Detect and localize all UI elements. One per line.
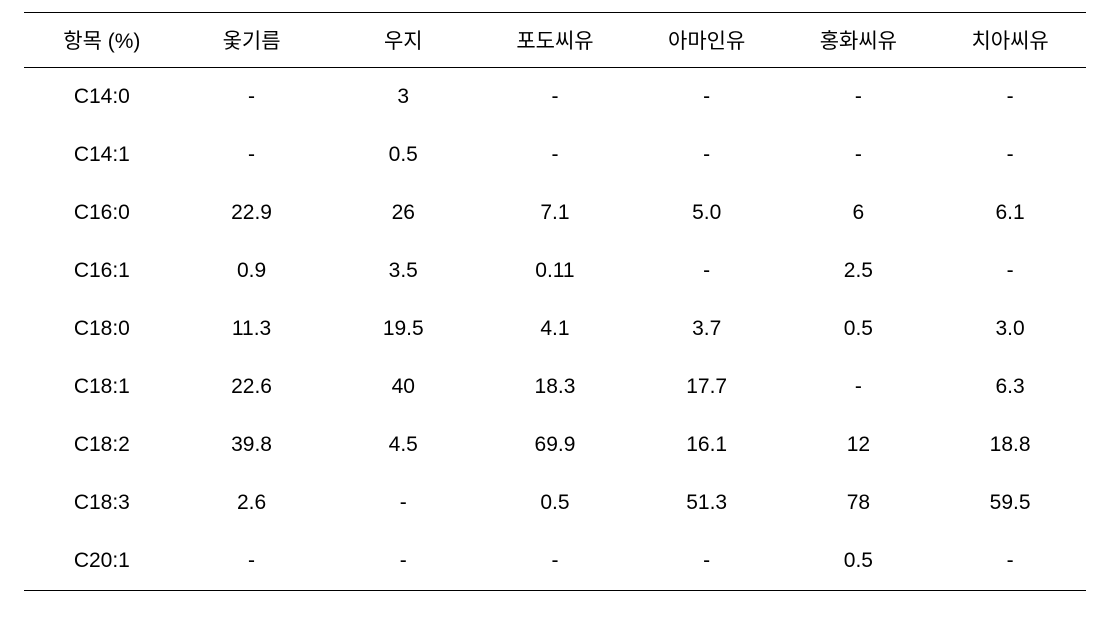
cell: 0.5 <box>479 474 631 532</box>
cell: 39.8 <box>176 416 328 474</box>
cell: 6 <box>783 184 935 242</box>
cell: 2.6 <box>176 474 328 532</box>
cell: 18.3 <box>479 358 631 416</box>
cell: 69.9 <box>479 416 631 474</box>
cell: 3.0 <box>934 300 1086 358</box>
cell: C14:0 <box>24 68 176 127</box>
cell: C18:2 <box>24 416 176 474</box>
cell: 3.7 <box>631 300 783 358</box>
cell: - <box>631 126 783 184</box>
cell: - <box>176 532 328 591</box>
col-header-lacquer: 옻기름 <box>176 13 328 68</box>
table-row: C14:0 - 3 - - - - <box>24 68 1086 127</box>
cell: 26 <box>327 184 479 242</box>
cell: C18:3 <box>24 474 176 532</box>
cell: C18:0 <box>24 300 176 358</box>
cell: 0.11 <box>479 242 631 300</box>
cell: - <box>631 68 783 127</box>
table-row: C18:3 2.6 - 0.5 51.3 78 59.5 <box>24 474 1086 532</box>
cell: - <box>176 68 328 127</box>
cell: 3 <box>327 68 479 127</box>
col-header-chia: 치아씨유 <box>934 13 1086 68</box>
cell: 0.9 <box>176 242 328 300</box>
cell: C14:1 <box>24 126 176 184</box>
cell: - <box>327 474 479 532</box>
col-header-grapeseed: 포도씨유 <box>479 13 631 68</box>
cell: 5.0 <box>631 184 783 242</box>
cell: 22.9 <box>176 184 328 242</box>
cell: 7.1 <box>479 184 631 242</box>
col-header-linseed: 아마인유 <box>631 13 783 68</box>
table-row: C16:1 0.9 3.5 0.11 - 2.5 - <box>24 242 1086 300</box>
cell: C20:1 <box>24 532 176 591</box>
col-header-item: 항목 (%) <box>24 13 176 68</box>
table-row: C18:2 39.8 4.5 69.9 16.1 12 18.8 <box>24 416 1086 474</box>
cell: 0.5 <box>783 300 935 358</box>
cell: 16.1 <box>631 416 783 474</box>
cell: - <box>176 126 328 184</box>
table-row: C14:1 - 0.5 - - - - <box>24 126 1086 184</box>
cell: - <box>327 532 479 591</box>
cell: 40 <box>327 358 479 416</box>
cell: 78 <box>783 474 935 532</box>
cell: C16:0 <box>24 184 176 242</box>
cell: - <box>479 532 631 591</box>
cell: 59.5 <box>934 474 1086 532</box>
cell: 19.5 <box>327 300 479 358</box>
table-row: C16:0 22.9 26 7.1 5.0 6 6.1 <box>24 184 1086 242</box>
cell: 6.1 <box>934 184 1086 242</box>
cell: - <box>934 242 1086 300</box>
cell: - <box>783 358 935 416</box>
cell: C18:1 <box>24 358 176 416</box>
table-row: C20:1 - - - - 0.5 - <box>24 532 1086 591</box>
col-header-safflower: 홍화씨유 <box>783 13 935 68</box>
fatty-acid-table-container: 항목 (%) 옻기름 우지 포도씨유 아마인유 홍화씨유 치아씨유 C14:0 … <box>0 0 1110 631</box>
col-header-tallow: 우지 <box>327 13 479 68</box>
cell: C16:1 <box>24 242 176 300</box>
cell: - <box>934 532 1086 591</box>
cell: 2.5 <box>783 242 935 300</box>
cell: - <box>479 68 631 127</box>
cell: 11.3 <box>176 300 328 358</box>
cell: 18.8 <box>934 416 1086 474</box>
cell: 0.5 <box>783 532 935 591</box>
cell: - <box>631 532 783 591</box>
cell: 3.5 <box>327 242 479 300</box>
cell: - <box>479 126 631 184</box>
table-header-row: 항목 (%) 옻기름 우지 포도씨유 아마인유 홍화씨유 치아씨유 <box>24 13 1086 68</box>
fatty-acid-table: 항목 (%) 옻기름 우지 포도씨유 아마인유 홍화씨유 치아씨유 C14:0 … <box>24 12 1086 591</box>
cell: - <box>631 242 783 300</box>
cell: 17.7 <box>631 358 783 416</box>
cell: - <box>934 126 1086 184</box>
cell: 22.6 <box>176 358 328 416</box>
cell: - <box>783 68 935 127</box>
cell: 12 <box>783 416 935 474</box>
cell: 4.5 <box>327 416 479 474</box>
cell: 4.1 <box>479 300 631 358</box>
cell: - <box>783 126 935 184</box>
table-row: C18:0 11.3 19.5 4.1 3.7 0.5 3.0 <box>24 300 1086 358</box>
cell: 6.3 <box>934 358 1086 416</box>
cell: 0.5 <box>327 126 479 184</box>
cell: 51.3 <box>631 474 783 532</box>
cell: - <box>934 68 1086 127</box>
table-row: C18:1 22.6 40 18.3 17.7 - 6.3 <box>24 358 1086 416</box>
